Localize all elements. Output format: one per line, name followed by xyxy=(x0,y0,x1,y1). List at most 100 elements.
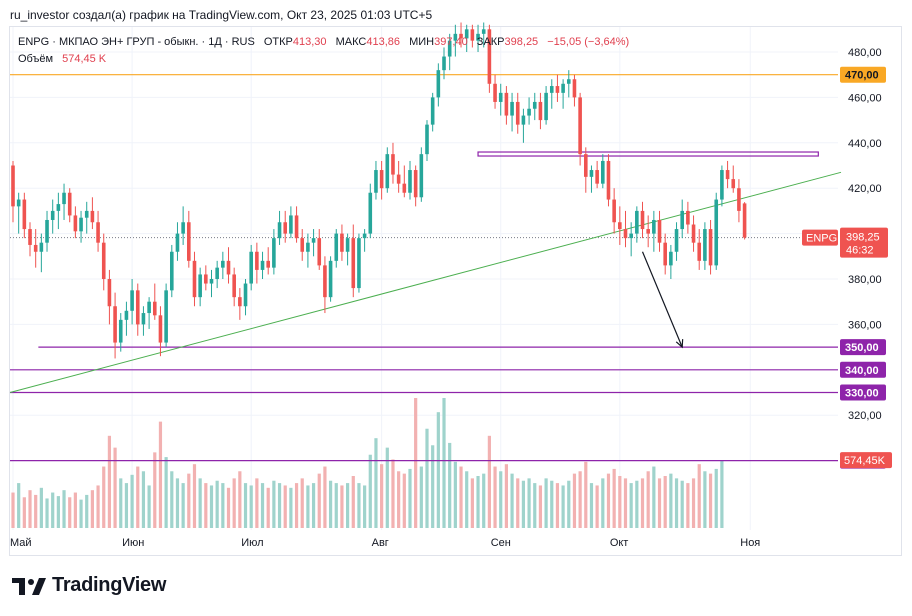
volume-bar xyxy=(419,466,423,528)
volume-bar xyxy=(408,468,412,528)
volume-bar xyxy=(283,485,287,528)
candle-body xyxy=(255,251,259,270)
candle-body xyxy=(11,165,15,207)
candle-body xyxy=(663,242,667,266)
tradingview-brand[interactable]: TradingView xyxy=(12,574,166,597)
volume-bar xyxy=(124,483,129,528)
change-value: −15,05 (−3,64%) xyxy=(547,36,630,48)
candle-body xyxy=(96,222,100,243)
candle-body xyxy=(294,215,299,239)
candle-body xyxy=(396,174,401,184)
candle-body xyxy=(45,219,49,243)
volume-bar xyxy=(323,466,327,528)
candle-body xyxy=(221,260,225,268)
candle-body xyxy=(680,210,685,230)
candle-body xyxy=(266,260,271,268)
candle-body xyxy=(430,97,435,125)
volume-bar xyxy=(499,471,503,528)
candle-body xyxy=(101,242,106,279)
volume-bar xyxy=(606,473,611,528)
candle-body xyxy=(226,260,231,275)
level-badge xyxy=(840,384,886,401)
candle-body xyxy=(243,283,248,307)
volume-bar xyxy=(170,471,174,528)
level-badge-label: 340,00 xyxy=(845,365,879,377)
volume-bar xyxy=(618,476,622,528)
volume-bar xyxy=(493,466,497,528)
volume-bar xyxy=(397,471,401,528)
volume-bar xyxy=(204,483,208,528)
candle-body xyxy=(470,29,475,41)
volume-bars xyxy=(11,398,724,528)
candle-body xyxy=(425,124,429,155)
candles xyxy=(11,22,747,359)
volume-bar xyxy=(686,483,690,528)
volume-bar xyxy=(187,473,191,528)
volume-bar xyxy=(470,478,474,528)
candle-body xyxy=(464,29,469,39)
trendline-segment xyxy=(9,171,842,393)
volume-bar xyxy=(527,478,531,528)
volume-badge-label: 574,45K xyxy=(844,455,886,467)
volume-bar xyxy=(294,483,299,528)
volume-bar xyxy=(567,480,571,528)
volume-bar xyxy=(380,464,384,528)
time-tick-label: Ноя xyxy=(740,537,760,549)
candle-body xyxy=(498,92,503,102)
volume-bar xyxy=(629,483,633,528)
volume-bar xyxy=(11,492,15,528)
candle-body xyxy=(135,290,140,325)
volume-bar xyxy=(708,473,713,528)
time-axis: Май Июн Июл Авг Сен Окт Ноя xyxy=(10,537,760,549)
candle-body xyxy=(379,170,384,189)
volume-bar xyxy=(79,499,83,528)
candle-body xyxy=(368,192,373,234)
volume-bar xyxy=(51,492,55,528)
candle-body xyxy=(50,210,55,220)
candle-body xyxy=(510,101,514,116)
zone-rect xyxy=(477,151,819,157)
volume-bar xyxy=(544,478,548,528)
volume-bar xyxy=(62,490,66,528)
volume-bar xyxy=(391,459,395,528)
volume-bar xyxy=(266,487,270,528)
volume-bar xyxy=(90,490,94,528)
candle-body xyxy=(419,154,424,198)
volume-bar xyxy=(465,471,469,528)
candle-body xyxy=(538,101,543,121)
price-tick-label: 320,00 xyxy=(848,410,882,422)
volume-bar xyxy=(181,483,185,528)
high-value: 413,86 xyxy=(366,36,400,48)
volume-bar xyxy=(56,496,60,528)
candle-body xyxy=(16,199,21,207)
price-tick-label: 440,00 xyxy=(848,138,882,150)
volume-bar xyxy=(510,473,514,528)
trendline xyxy=(9,171,842,393)
candle-body xyxy=(589,170,594,177)
candle-body xyxy=(192,260,197,298)
symbol-tag-label: ENPG xyxy=(806,233,837,245)
volume-bar xyxy=(119,478,123,528)
candle-body xyxy=(612,199,616,223)
close-label: ЗАКР xyxy=(476,36,505,48)
volume-bar xyxy=(328,480,333,528)
candle-body xyxy=(260,260,265,270)
volume-bar xyxy=(317,473,321,528)
volume-bar xyxy=(680,480,684,528)
candle-body xyxy=(164,290,168,343)
candle-body xyxy=(289,215,293,234)
volume-bar xyxy=(255,478,259,528)
volume-bar xyxy=(646,471,650,528)
symbol-tag xyxy=(802,229,838,246)
chart-legend: ENPG · МКПАО ЭН+ ГРУП - обыкн. · 1Д · RU… xyxy=(18,34,629,68)
candle-body xyxy=(402,183,407,193)
volume-bar xyxy=(243,483,248,528)
level-badge xyxy=(840,361,886,378)
volume-bar xyxy=(595,485,599,528)
volume-bar xyxy=(96,485,100,528)
candle-body xyxy=(578,97,582,155)
candle-body xyxy=(601,160,605,184)
candle-body xyxy=(323,265,327,298)
volume-label: Объём xyxy=(18,53,54,65)
